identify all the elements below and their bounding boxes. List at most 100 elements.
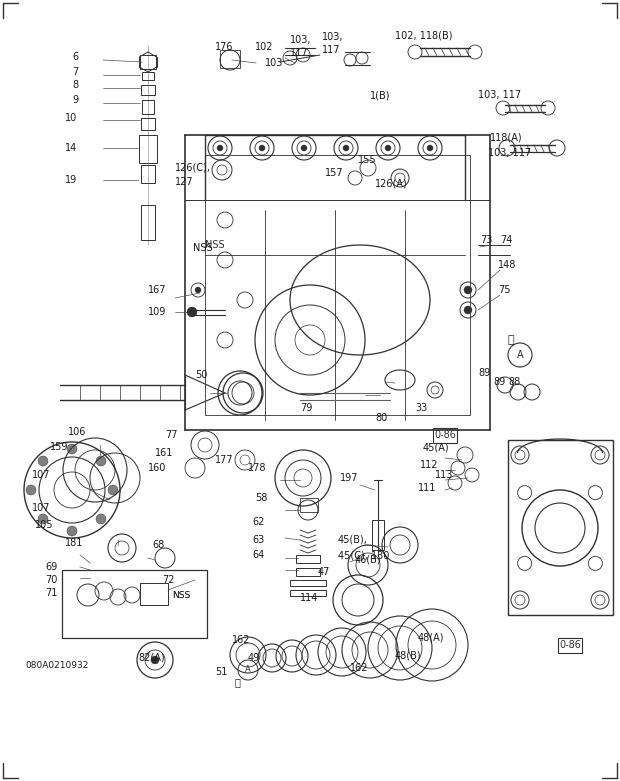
Text: 114: 114 bbox=[300, 593, 319, 603]
Text: 77: 77 bbox=[165, 430, 177, 440]
Text: 10: 10 bbox=[65, 113, 78, 123]
Circle shape bbox=[108, 485, 118, 495]
Text: 102, 118(B): 102, 118(B) bbox=[395, 30, 453, 40]
Text: 48(B): 48(B) bbox=[395, 650, 422, 660]
Bar bbox=[139, 135, 157, 163]
Text: 148: 148 bbox=[498, 260, 516, 270]
Text: 89: 89 bbox=[493, 377, 505, 387]
Text: 118(A): 118(A) bbox=[490, 133, 523, 143]
Text: 106: 106 bbox=[68, 427, 86, 437]
Bar bbox=[140, 583, 168, 605]
Text: 45(B),: 45(B), bbox=[338, 535, 368, 545]
Bar bbox=[142, 100, 154, 114]
Text: 58: 58 bbox=[255, 493, 267, 503]
Text: 1(B): 1(B) bbox=[370, 90, 391, 100]
Text: 103, 117: 103, 117 bbox=[478, 90, 521, 100]
Bar bbox=[290, 590, 326, 596]
Circle shape bbox=[38, 456, 48, 466]
Text: 160: 160 bbox=[148, 463, 166, 473]
Circle shape bbox=[96, 514, 106, 524]
Bar bbox=[62, 570, 207, 638]
Text: 117: 117 bbox=[322, 45, 340, 55]
Text: 19: 19 bbox=[65, 175, 78, 185]
Bar bbox=[141, 118, 155, 130]
Text: 080A0210932: 080A0210932 bbox=[25, 661, 89, 669]
Text: 74: 74 bbox=[500, 235, 512, 245]
Text: 0-86: 0-86 bbox=[559, 640, 581, 650]
Text: 68: 68 bbox=[152, 540, 164, 550]
Text: 117: 117 bbox=[290, 48, 309, 58]
Text: Ⓐ: Ⓐ bbox=[235, 677, 241, 687]
Text: 48(A): 48(A) bbox=[418, 633, 445, 643]
Bar bbox=[141, 85, 155, 95]
Text: 159: 159 bbox=[50, 442, 68, 452]
Bar bbox=[141, 205, 155, 240]
Text: 9: 9 bbox=[72, 95, 78, 105]
Text: 161: 161 bbox=[155, 448, 174, 458]
Text: 51: 51 bbox=[215, 667, 228, 677]
Text: 103: 103 bbox=[265, 58, 283, 68]
Text: 73: 73 bbox=[480, 235, 492, 245]
Text: 63: 63 bbox=[252, 535, 264, 545]
Text: 33: 33 bbox=[415, 403, 427, 413]
Text: 64: 64 bbox=[252, 550, 264, 560]
Text: 197: 197 bbox=[340, 473, 358, 483]
Text: 177: 177 bbox=[215, 455, 234, 465]
Bar bbox=[290, 580, 326, 586]
Text: 107: 107 bbox=[32, 470, 50, 480]
Circle shape bbox=[427, 145, 433, 151]
Text: 45(C), 130: 45(C), 130 bbox=[338, 550, 389, 560]
Text: 8: 8 bbox=[72, 80, 78, 90]
Circle shape bbox=[67, 526, 77, 536]
Text: 109: 109 bbox=[148, 307, 166, 317]
Circle shape bbox=[67, 444, 77, 454]
Bar bbox=[141, 165, 155, 183]
Bar bbox=[140, 55, 156, 69]
Bar bbox=[296, 568, 320, 576]
Circle shape bbox=[96, 456, 106, 466]
Text: 103,: 103, bbox=[290, 35, 311, 45]
Text: NSS: NSS bbox=[193, 243, 213, 253]
Bar bbox=[433, 427, 458, 443]
Text: A: A bbox=[245, 665, 251, 675]
Text: 105: 105 bbox=[35, 520, 53, 530]
Circle shape bbox=[385, 145, 391, 151]
Text: 7: 7 bbox=[72, 67, 78, 77]
Bar bbox=[205, 155, 470, 415]
Text: 79: 79 bbox=[300, 403, 312, 413]
Text: 155: 155 bbox=[358, 155, 376, 165]
Text: 178: 178 bbox=[248, 463, 267, 473]
Text: NSS: NSS bbox=[172, 590, 190, 600]
Text: NSS: NSS bbox=[172, 590, 190, 600]
Text: 72: 72 bbox=[162, 575, 174, 585]
Text: 6: 6 bbox=[72, 52, 78, 62]
Text: 127: 127 bbox=[175, 177, 193, 187]
Text: 0-86: 0-86 bbox=[434, 430, 456, 440]
Text: 113: 113 bbox=[435, 470, 453, 480]
Text: 50: 50 bbox=[195, 370, 207, 380]
Text: 46(B): 46(B) bbox=[355, 555, 382, 565]
Circle shape bbox=[301, 145, 307, 151]
Text: 71: 71 bbox=[45, 588, 58, 598]
Bar bbox=[372, 520, 384, 550]
Circle shape bbox=[217, 145, 223, 151]
Bar bbox=[142, 72, 154, 80]
Circle shape bbox=[464, 306, 472, 314]
Text: 103, 117: 103, 117 bbox=[488, 148, 531, 158]
Text: 88: 88 bbox=[508, 377, 520, 387]
Circle shape bbox=[26, 485, 36, 495]
Bar bbox=[557, 637, 582, 652]
Circle shape bbox=[151, 656, 159, 664]
Text: 70: 70 bbox=[45, 575, 58, 585]
Text: 107: 107 bbox=[32, 503, 50, 513]
Text: 167: 167 bbox=[148, 285, 167, 295]
Text: 82(A): 82(A) bbox=[138, 653, 165, 663]
Text: 62: 62 bbox=[252, 517, 264, 527]
Bar bbox=[300, 498, 318, 512]
Text: 49: 49 bbox=[248, 653, 260, 663]
Text: 162: 162 bbox=[350, 663, 368, 673]
Text: 157: 157 bbox=[325, 168, 343, 178]
Text: 126(A): 126(A) bbox=[375, 178, 408, 188]
Text: 126(C),: 126(C), bbox=[175, 163, 211, 173]
Bar bbox=[296, 555, 320, 563]
